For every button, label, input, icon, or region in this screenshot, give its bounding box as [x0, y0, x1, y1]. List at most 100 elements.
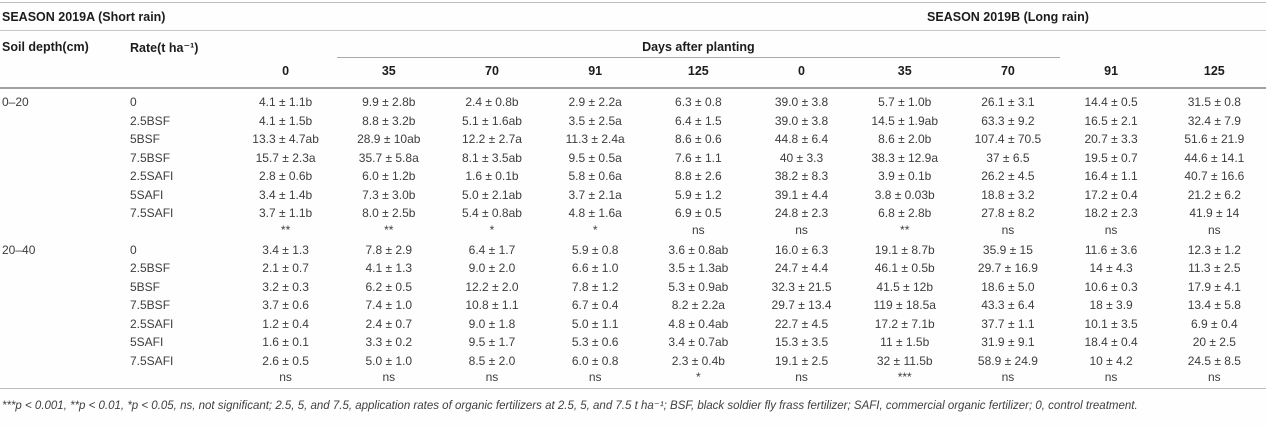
- value-cell: 5.3 ± 0.6: [571, 335, 619, 349]
- value-cell: 8.5 ± 2.0: [468, 353, 516, 368]
- header-spacer: [1060, 31, 1266, 58]
- table-footnote: ***p < 0.001, **p < 0.01, *p < 0.05, ns,…: [2, 400, 1138, 412]
- value-cell: 3.6 ± 0.8ab: [668, 242, 729, 257]
- value-cell: 3.4 ± 1.3: [262, 242, 309, 257]
- value-cell: 6.4 ± 1.7: [468, 242, 516, 257]
- value-cell: 2.9 ± 2.2a: [568, 95, 622, 109]
- value-cell: 15.7 ± 2.3a: [255, 150, 316, 165]
- header-spacer: [234, 31, 337, 58]
- value-cell: 14 ± 4.3: [1089, 261, 1133, 275]
- value-cell: 9.5 ± 1.7: [468, 335, 516, 349]
- table-row: 7.5BSF 3.7 ± 0.6 7.4 ± 1.0 10.8 ± 1.1 6.7 ± …: [0, 296, 1266, 315]
- value-cell: 43.3 ± 6.4: [981, 298, 1035, 312]
- value-cell: 3.3 ± 0.2: [365, 335, 413, 349]
- value-cell: 39.1 ± 4.4: [774, 187, 829, 202]
- day-column-header: 0: [749, 57, 854, 89]
- significance-cell: ns: [1104, 370, 1118, 384]
- significance-row: ** ** * * ns ns ** ns ns ns: [0, 223, 1266, 241]
- value-cell: 4.1 ± 1.3: [365, 261, 413, 275]
- value-cell: 2.4 ± 0.7: [365, 316, 413, 331]
- soil-depth-column-header: Soil depth(cm): [0, 30, 128, 89]
- value-cell: 9.0 ± 2.0: [468, 261, 516, 275]
- value-cell: 3.7 ± 1.1b: [258, 206, 313, 220]
- significance-cell: ns: [1208, 370, 1221, 384]
- value-cell: 1.6 ± 0.1b: [465, 169, 519, 183]
- value-cell: 39.0 ± 3.8: [774, 95, 829, 109]
- value-cell: 4.1 ± 1.1b: [258, 95, 313, 109]
- rate-cell: 2.5BSF: [130, 113, 171, 128]
- day-column-header: 70: [440, 57, 544, 89]
- value-cell: 8.8 ± 2.6: [675, 169, 722, 183]
- value-cell: 10.6 ± 0.3: [1084, 279, 1138, 294]
- significance-cell: ns: [1208, 222, 1221, 237]
- value-cell: 8.1 ± 3.5ab: [461, 150, 522, 165]
- significance-cell: ns: [1001, 222, 1015, 237]
- rate-cell: 7.5BSF: [130, 298, 171, 312]
- day-column-header: 125: [646, 57, 750, 89]
- value-cell: 19.1 ± 8.7b: [874, 242, 935, 257]
- table-row: 2.5SAFI 1.2 ± 0.4 2.4 ± 0.7 9.0 ± 1.8 5.0 ± …: [0, 315, 1266, 334]
- value-cell: 6.3 ± 0.8: [675, 95, 722, 109]
- value-cell: 22.7 ± 4.5: [774, 316, 829, 331]
- value-cell: 10 ± 4.2: [1089, 353, 1133, 368]
- value-cell: 26.1 ± 3.1: [981, 95, 1035, 109]
- value-cell: 24.5 ± 8.5: [1187, 353, 1241, 368]
- value-cell: 3.5 ± 1.3ab: [668, 261, 729, 275]
- day-number-header-row: 0 35 70 91 125 0 35 70 91 125: [0, 57, 1266, 89]
- value-cell: 2.4 ± 0.8b: [465, 95, 519, 109]
- value-cell: 6.7 ± 0.4: [571, 298, 619, 312]
- day-column-header: 125: [1162, 57, 1266, 89]
- rate-column-header: Rate(t ha⁻¹): [128, 30, 234, 89]
- significance-cell: ns: [795, 222, 808, 237]
- value-cell: 39.0 ± 3.8: [774, 113, 829, 128]
- value-cell: 12.2 ± 2.0: [465, 279, 519, 294]
- value-cell: 6.9 ± 0.4: [1191, 316, 1238, 331]
- value-cell: 4.8 ± 1.6a: [568, 206, 622, 220]
- value-cell: 3.5 ± 2.5a: [568, 113, 622, 128]
- value-cell: 17.2 ± 0.4: [1084, 187, 1138, 202]
- value-cell: 8.0 ± 2.5b: [362, 206, 416, 220]
- value-cell: 28.9 ± 10ab: [357, 132, 421, 146]
- soil-depth-cell: [0, 223, 128, 241]
- significance-cell: ns: [382, 370, 396, 384]
- value-cell: 3.4 ± 0.7ab: [668, 335, 729, 349]
- value-cell: 13.3 ± 4.7ab: [252, 132, 319, 146]
- significance-cell: ns: [1001, 370, 1015, 384]
- value-cell: 41.5 ± 12b: [876, 279, 934, 294]
- value-cell: 5.0 ± 1.0: [365, 353, 413, 368]
- day-column-header: 35: [853, 57, 957, 89]
- rate-cell: 7.5SAFI: [130, 206, 174, 220]
- table-row: 20–40 0 3.4 ± 1.3 7.8 ± 2.9 6.4 ± 1.7 5.9 ± 0…: [0, 241, 1266, 260]
- value-cell: 3.2 ± 0.3: [262, 279, 309, 294]
- value-cell: 21.2 ± 6.2: [1187, 187, 1241, 202]
- value-cell: 29.7 ± 16.9: [977, 261, 1038, 275]
- significance-cell: *: [489, 222, 495, 237]
- soil-depth-cell: [0, 186, 128, 205]
- soil-depth-cell: 0–20: [2, 95, 29, 109]
- value-cell: 12.3 ± 1.2: [1187, 242, 1241, 257]
- value-cell: 16.4 ± 1.1: [1084, 169, 1138, 183]
- significance-cell: **: [900, 222, 910, 237]
- value-cell: 20.7 ± 3.3: [1084, 132, 1138, 146]
- value-cell: 8.2 ± 2.2a: [671, 298, 725, 312]
- value-cell: 41.9 ± 14: [1189, 206, 1240, 220]
- value-cell: 16.5 ± 2.1: [1084, 113, 1138, 128]
- rate-cell: 0: [130, 242, 137, 257]
- table-row: 5BSF 13.3 ± 4.7ab 28.9 ± 10ab 12.2 ± 2.7a 11…: [0, 130, 1266, 149]
- table-row: 7.5BSF 15.7 ± 2.3a 35.7 ± 5.8a 8.1 ± 3.5ab 9…: [0, 149, 1266, 168]
- value-cell: 8.8 ± 3.2b: [362, 113, 416, 128]
- season-b-header: SEASON 2019B (Long rain): [749, 2, 1266, 31]
- value-cell: 6.6 ± 1.0: [571, 261, 619, 275]
- value-cell: 27.8 ± 8.2: [981, 206, 1035, 220]
- rate-cell: 0: [130, 95, 137, 109]
- value-cell: 15.3 ± 3.5: [774, 335, 829, 349]
- value-cell: 9.0 ± 1.8: [468, 316, 516, 331]
- value-cell: 11.6 ± 3.6: [1084, 242, 1138, 257]
- value-cell: 18.8 ± 3.2: [981, 187, 1035, 202]
- significance-cell: **: [384, 222, 394, 237]
- value-cell: 6.0 ± 1.2b: [362, 169, 416, 183]
- value-cell: 29.7 ± 13.4: [771, 298, 832, 312]
- day-column-header: 70: [956, 57, 1060, 89]
- value-cell: 6.2 ± 0.5: [365, 279, 413, 294]
- value-cell: 9.9 ± 2.8b: [362, 95, 416, 109]
